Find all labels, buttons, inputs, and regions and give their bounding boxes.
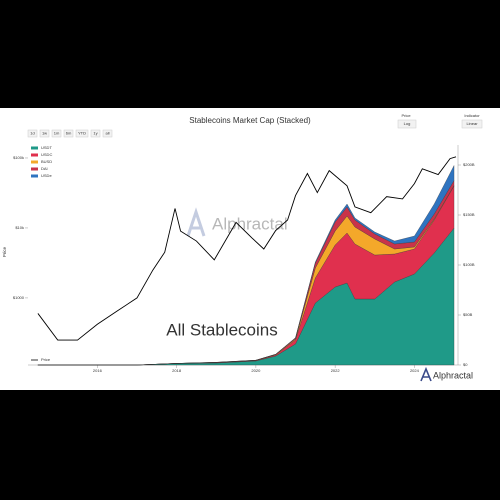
watermark: Alphractal bbox=[186, 207, 288, 237]
y-tick-label: $1000 bbox=[13, 295, 25, 300]
indicator-selector[interactable] bbox=[461, 119, 483, 129]
legend-label[interactable]: Price bbox=[41, 357, 51, 362]
price-selector[interactable] bbox=[397, 119, 417, 129]
legend-label[interactable]: DAI bbox=[41, 166, 48, 171]
indicator-selector-label: Indicator bbox=[464, 113, 480, 118]
y-tick-label: $100k bbox=[13, 155, 24, 160]
y2-tick-label: $0 bbox=[463, 362, 468, 367]
price-selector-value[interactable]: Log bbox=[404, 121, 411, 126]
plot: 1d 1w 1m 6m YTD 1y all $1000 $10k $100k $0 $50B $100… bbox=[13, 129, 475, 373]
range-button[interactable] bbox=[75, 129, 89, 138]
chart-title: Stablecoins Market Cap (Stacked) bbox=[189, 116, 311, 125]
x-tick-label: 2018 bbox=[172, 368, 182, 373]
range-button[interactable] bbox=[102, 129, 113, 138]
range-button[interactable] bbox=[39, 129, 50, 138]
legend-swatch[interactable] bbox=[31, 146, 38, 150]
range-button-label[interactable]: 6m bbox=[66, 131, 72, 136]
legend-label[interactable]: BUSD bbox=[41, 159, 52, 164]
legend-label[interactable]: USDC bbox=[41, 152, 52, 157]
y2-tick-label: $100B bbox=[463, 262, 475, 267]
range-button[interactable] bbox=[90, 129, 101, 138]
range-button[interactable] bbox=[27, 129, 38, 138]
watermark-logo bbox=[186, 207, 206, 237]
price-selector-label: Price bbox=[401, 113, 411, 118]
range-button-label[interactable]: 1m bbox=[54, 131, 60, 136]
watermark-text: Alphractal bbox=[212, 214, 288, 233]
legend-label[interactable]: USDe bbox=[41, 173, 52, 178]
x-tick-label: 2016 bbox=[93, 368, 103, 373]
x-tick-label: 2024 bbox=[410, 368, 420, 373]
x-tick-label: 2022 bbox=[331, 368, 341, 373]
y2-tick-label: $150B bbox=[463, 212, 475, 217]
legend-swatch[interactable] bbox=[31, 160, 38, 164]
legend-label[interactable]: USDT bbox=[41, 145, 52, 150]
x-tick-label: 2020 bbox=[251, 368, 261, 373]
range-button-label[interactable]: 1d bbox=[30, 131, 34, 136]
range-button-label[interactable]: YTD bbox=[78, 131, 86, 136]
brand-text: Alphractal bbox=[433, 370, 473, 380]
y2-tick-label: $200B bbox=[463, 162, 475, 167]
legend-swatch[interactable] bbox=[31, 153, 38, 157]
range-button-label[interactable]: 1y bbox=[93, 131, 97, 136]
y2-tick-label: $50B bbox=[463, 312, 473, 317]
indicator-selector-value[interactable]: Linear bbox=[466, 121, 478, 126]
legend-swatch[interactable] bbox=[31, 174, 38, 178]
y-tick-label: $10k bbox=[15, 225, 24, 230]
range-button-label[interactable]: 1w bbox=[42, 131, 47, 136]
range-button[interactable] bbox=[63, 129, 74, 138]
legend-swatch[interactable] bbox=[31, 167, 38, 171]
price-line bbox=[37, 156, 457, 341]
annotation: All Stablecoins bbox=[166, 320, 278, 339]
y-axis-label: Price bbox=[2, 246, 7, 257]
range-button-label[interactable]: all bbox=[105, 131, 109, 136]
brand-logo bbox=[420, 366, 432, 382]
range-button[interactable] bbox=[51, 129, 62, 138]
stacked-area bbox=[37, 165, 455, 366]
